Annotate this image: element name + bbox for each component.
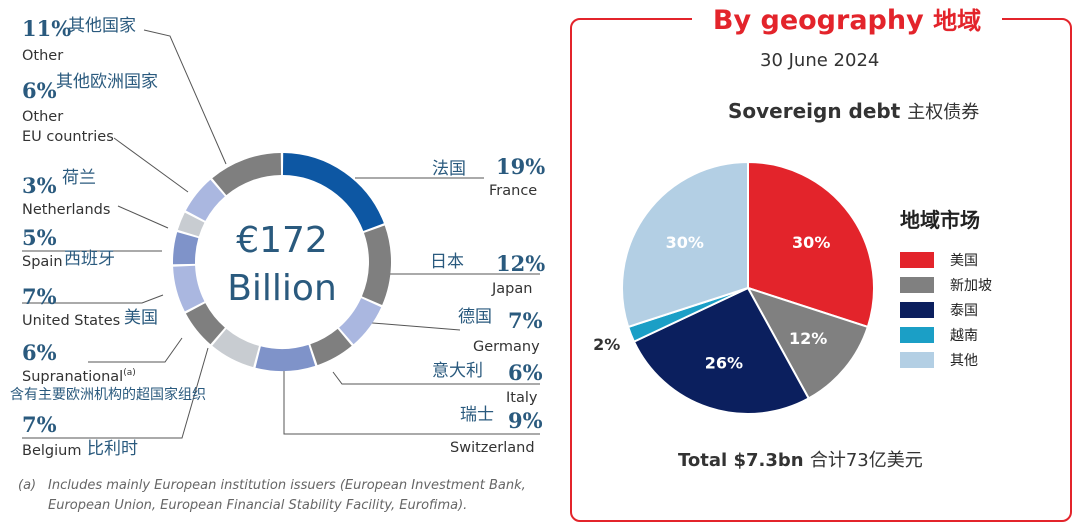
label-cn-japan: 日本 xyxy=(430,252,464,272)
leader-line-supranational xyxy=(88,337,183,363)
pie-total-en: Total $7.3bn xyxy=(678,450,804,471)
legend-swatch xyxy=(900,326,934,343)
leader-line-united-states xyxy=(22,294,164,304)
pie-total-cn: 合计73亿美元 xyxy=(809,450,923,471)
leader-line-netherlands xyxy=(117,205,169,229)
label-pct-belgium: 7% xyxy=(22,412,57,437)
label-cn-other: 其他国家 xyxy=(68,16,136,36)
donut-segment-other-eu-countries xyxy=(185,179,226,222)
donut-segment-united-states xyxy=(173,265,205,312)
donut-chart: €172 Billion xyxy=(22,29,540,439)
panel-title-en: By geography xyxy=(712,5,924,36)
footnote-line-1: (a) Includes mainly European institution … xyxy=(18,476,548,496)
label-pct-united-states: 7% xyxy=(22,284,57,309)
donut-segment-netherlands xyxy=(177,212,205,237)
label-en-italy: Italy xyxy=(506,390,538,406)
pie-total: Total $7.3bn 合计73亿美元 xyxy=(678,446,923,472)
legend-item: 其他 xyxy=(900,347,992,372)
donut-segment-spain xyxy=(173,232,199,265)
label-pct-germany: 7% xyxy=(508,308,543,333)
label-pct-spain: 5% xyxy=(22,225,57,250)
legend-items: 美国新加坡泰国越南其他 xyxy=(900,247,992,372)
label-pct-italy: 6% xyxy=(508,360,543,385)
footnote-text-1: Includes mainly European institution iss… xyxy=(48,478,526,493)
footnote-line-2: European Union, European Financial Stabi… xyxy=(18,496,548,516)
label-cn-supranational: 含有主要欧洲机构的超国家组织 xyxy=(10,387,206,403)
label-cn-switzerland: 瑞士 xyxy=(460,405,494,425)
label-en-other-eu-line2: EU countries xyxy=(22,129,114,145)
panel-title-cn: 地域 xyxy=(933,7,982,35)
footnote: (a) Includes mainly European institution … xyxy=(18,476,548,516)
label-cn-other-eu: 其他欧洲国家 xyxy=(56,72,158,92)
label-cn-netherlands: 荷兰 xyxy=(62,168,96,188)
donut-segment-supranational xyxy=(185,302,226,345)
label-cn-spain: 西班牙 xyxy=(64,249,115,269)
label-en-japan: Japan xyxy=(492,281,533,297)
donut-segment-switzerland xyxy=(255,344,316,371)
donut-segment-other xyxy=(212,153,282,196)
leader-line-italy xyxy=(332,371,540,385)
legend-swatch xyxy=(900,351,934,368)
pie-title: Sovereign debt 主权债券 xyxy=(728,98,979,124)
label-en-united-states: United States xyxy=(22,313,121,329)
legend-item: 新加坡 xyxy=(900,272,992,297)
leader-line-belgium xyxy=(22,347,209,439)
footnote-text-2: European Union, European Financial Stabi… xyxy=(48,498,468,514)
legend-item: 越南 xyxy=(900,322,992,347)
label-pct-netherlands: 3% xyxy=(22,173,57,198)
label-en-belgium: Belgium xyxy=(22,443,82,459)
label-cn-belgium: 比利时 xyxy=(87,439,138,459)
pie-legend: 地域市场 美国新加坡泰国越南其他 xyxy=(900,204,992,372)
label-en-supranational-text: Supranational xyxy=(22,368,124,385)
donut-segment-belgium xyxy=(212,328,260,368)
label-cn-united-states: 美国 xyxy=(124,308,158,328)
pie-title-cn: 主权债券 xyxy=(907,102,980,123)
legend-label: 美国 xyxy=(950,252,978,269)
donut-center-unit: Billion xyxy=(227,268,337,309)
legend-swatch xyxy=(900,276,934,293)
legend-label: 越南 xyxy=(950,327,978,344)
label-en-france: France xyxy=(489,183,538,199)
legend-item: 美国 xyxy=(900,247,992,272)
label-en-other: Other xyxy=(22,48,64,64)
label-cn-france: 法国 xyxy=(432,159,466,179)
label-cn-italy: 意大利 xyxy=(432,361,483,381)
label-en-spain: Spain xyxy=(22,254,63,270)
legend-label: 新加坡 xyxy=(950,277,992,294)
leader-line-switzerland xyxy=(283,360,540,435)
pie-title-en: Sovereign debt xyxy=(728,99,901,123)
donut-segment-france xyxy=(282,153,384,232)
label-pct-other-eu: 6% xyxy=(22,78,57,103)
label-pct-supranational: 6% xyxy=(22,340,57,365)
legend-label: 泰国 xyxy=(950,302,978,319)
donut-panel: €172 Billion 法国 19% France 日本 12% Japan … xyxy=(10,16,548,516)
footnote-reference-mark: (a) xyxy=(123,368,136,378)
label-pct-france: 19% xyxy=(496,154,546,179)
legend-swatch xyxy=(900,251,934,268)
label-en-other-eu-line1: Other xyxy=(22,109,64,125)
donut-center-amount: €172 xyxy=(236,220,328,261)
panel-title: By geography 地域 xyxy=(692,4,1002,38)
label-en-germany: Germany xyxy=(473,339,540,355)
label-en-netherlands: Netherlands xyxy=(22,202,111,218)
label-en-supranational: Supranational(a) xyxy=(22,368,136,385)
report-date: 30 June 2024 xyxy=(760,50,880,71)
legend-label: 其他 xyxy=(950,352,978,369)
legend-title: 地域市场 xyxy=(900,208,980,232)
footnote-mark: (a) xyxy=(18,478,37,493)
donut-segment-germany xyxy=(338,297,382,345)
label-cn-germany: 德国 xyxy=(458,307,492,327)
label-pct-other: 11% xyxy=(22,16,72,41)
legend-item: 泰国 xyxy=(900,297,992,322)
legend-swatch xyxy=(900,301,934,318)
leader-line-other xyxy=(143,29,227,165)
leader-line-other-eu xyxy=(113,137,189,193)
donut-segment-japan xyxy=(361,225,391,306)
leader-line-germany xyxy=(359,321,461,331)
label-pct-japan: 12% xyxy=(496,251,546,276)
donut-segment-italy xyxy=(309,328,352,366)
label-en-switzerland: Switzerland xyxy=(450,440,535,456)
label-pct-switzerland: 9% xyxy=(508,408,543,433)
